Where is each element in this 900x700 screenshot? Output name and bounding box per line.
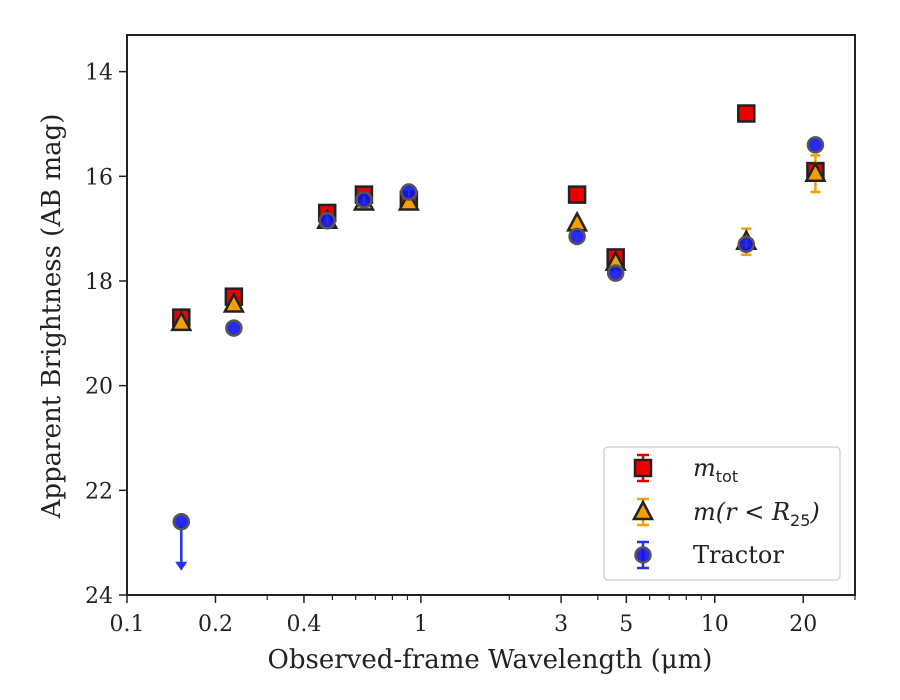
x-tick-label: 0.1 (110, 612, 145, 637)
y-axis-title: Apparent Brightness (AB mag) (37, 114, 67, 520)
legend-label: m(r < R25) (693, 498, 820, 530)
x-tick-label: 5 (619, 612, 633, 637)
legend-marker (633, 458, 653, 478)
upper-limit-arrowhead (175, 561, 188, 571)
x-tick-label: 0.2 (198, 612, 233, 637)
y-tick-label: 14 (85, 61, 113, 86)
legend-label: Tractor (693, 541, 784, 569)
legend-label: mtot (693, 454, 738, 486)
y-tick-label: 24 (85, 584, 113, 609)
legend-label-subscript: tot (716, 467, 738, 486)
x-tick-label: 1 (414, 612, 428, 637)
series-circle (172, 136, 825, 571)
legend-label-close: ) (809, 498, 819, 526)
series-triangle (170, 154, 827, 332)
legend-marker (631, 499, 655, 521)
x-tick-label: 0.4 (286, 612, 321, 637)
plot-frame (126, 34, 856, 596)
y-tick-label: 22 (85, 479, 113, 504)
legend-marker (634, 546, 652, 564)
y-tick-label: 18 (85, 270, 113, 295)
x-tick-label: 10 (701, 612, 729, 637)
legend-label-main: m(r < R (693, 498, 790, 526)
data-marks (170, 104, 827, 571)
x-tick-label: 3 (554, 612, 568, 637)
series-square (172, 104, 825, 327)
y-tick-label: 16 (85, 165, 113, 190)
legend-frame (603, 446, 841, 581)
y-tick-label: 20 (85, 375, 113, 400)
legend-label-main: Tractor (693, 541, 784, 569)
x-axis-title: Observed-frame Wavelength (μm) (268, 645, 713, 675)
x-tick-label: 20 (789, 612, 817, 637)
legend-label-main: m (693, 454, 716, 482)
legend-label-subscript: 25 (790, 511, 810, 530)
legend: mtot m(r < R25) Tractor (603, 446, 841, 581)
axis-ticks: 0.1 0.2 0.4 1 3 5 10 20 14 16 18 20 22 24 (85, 61, 856, 637)
